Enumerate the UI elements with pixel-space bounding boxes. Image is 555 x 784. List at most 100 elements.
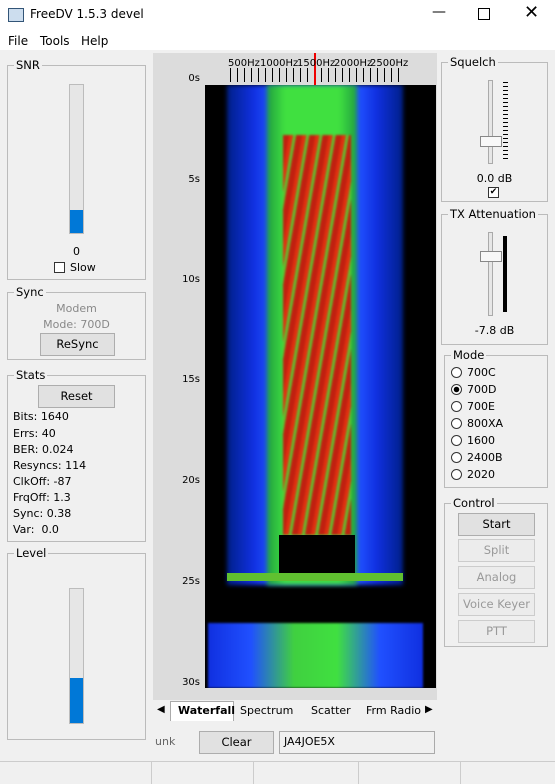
radio[interactable] <box>451 452 462 463</box>
start-button[interactable]: Start <box>458 513 535 536</box>
maximize[interactable] <box>478 8 490 20</box>
tx-box: TX Attenuation <box>441 207 548 345</box>
freq-ticks <box>230 68 405 82</box>
checkbox[interactable]: ✔ <box>488 187 499 198</box>
stat-line: BER: 0.024 <box>13 443 74 456</box>
radio[interactable] <box>451 435 462 446</box>
sync-status: Modem <box>56 302 97 315</box>
reset-button[interactable]: Reset <box>38 385 115 408</box>
tab-scroll-right[interactable]: ▶ <box>425 704 433 715</box>
group-title: Level <box>14 546 49 560</box>
menu-item[interactable]: File <box>8 34 29 48</box>
group-title: Control <box>451 496 497 510</box>
menu-item[interactable]: Tools <box>40 34 70 48</box>
status-separator <box>358 762 359 784</box>
freq-label: 2000Hz <box>334 58 373 69</box>
tab-active <box>170 701 234 721</box>
tab[interactable]: Frm Radio <box>366 704 421 717</box>
group-title: Stats <box>14 368 48 382</box>
split-button[interactable]: Split <box>458 539 535 562</box>
close[interactable]: ✕ <box>524 2 540 23</box>
time-label: 20s <box>182 475 200 486</box>
time-label: 30s <box>182 677 200 688</box>
snr-meter <box>69 84 84 234</box>
tab[interactable]: Spectrum <box>240 704 294 717</box>
time-label: 0s <box>188 73 200 84</box>
menu-bar <box>0 30 555 50</box>
stat-line: Resyncs: 114 <box>13 459 87 472</box>
time-label: 15s <box>182 374 200 385</box>
time-label: 25s <box>182 576 200 587</box>
slider-track <box>488 80 493 164</box>
radio-label: 2400B <box>467 451 503 464</box>
stats-box: Stats <box>7 368 146 542</box>
stat-line: Var: 0.0 <box>13 523 59 536</box>
voice-keyer-button[interactable]: Voice Keyer <box>458 593 535 616</box>
slider-thumb[interactable] <box>480 251 502 262</box>
checkbox[interactable] <box>54 262 65 273</box>
unk-label: unk <box>155 735 176 748</box>
level-meter <box>69 588 84 724</box>
radio-label: 2020 <box>467 468 495 481</box>
radio[interactable] <box>451 469 462 480</box>
signal-gap <box>279 535 355 575</box>
analog-button[interactable]: Analog <box>458 566 535 589</box>
tuning-marker <box>314 53 316 85</box>
tab[interactable]: Waterfall <box>178 704 236 717</box>
freq-label: 500Hz <box>228 58 260 69</box>
ptt-button[interactable]: PTT <box>458 620 535 643</box>
minimize[interactable]: — <box>432 4 446 20</box>
radio-label: 700D <box>467 383 497 396</box>
signal-band <box>283 135 351 535</box>
stat-line: Bits: 1640 <box>13 410 69 423</box>
level-box: Level <box>7 546 146 740</box>
status-separator <box>151 762 152 784</box>
stat-line: ClkOff: -87 <box>13 475 72 488</box>
stat-line: Errs: 40 <box>13 427 56 440</box>
group-title: Mode <box>451 348 487 362</box>
group-title: TX Attenuation <box>448 207 538 221</box>
freq-label: 2500Hz <box>370 58 409 69</box>
callsign-field[interactable]: JA4JOE5X <box>279 731 435 754</box>
time-label: 5s <box>188 174 200 185</box>
title-bar <box>0 0 555 30</box>
signal-edge <box>227 573 403 581</box>
slider-track <box>488 232 493 316</box>
radio-label: 1600 <box>467 434 495 447</box>
slider-ticks <box>503 82 508 160</box>
squelch-box: Squelch <box>441 55 548 202</box>
status-bar <box>0 761 555 762</box>
checkbox-label: Slow <box>70 261 96 274</box>
tab[interactable]: Scatter <box>311 704 351 717</box>
squelch-value: 0.0 dB <box>476 172 513 185</box>
radio-label: 700C <box>467 366 496 379</box>
time-label: 10s <box>182 274 200 285</box>
tx-value: -7.8 dB <box>474 324 515 337</box>
snr-value: 0 <box>73 245 80 258</box>
clear-button[interactable]: Clear <box>199 731 274 754</box>
sync-box: Sync <box>7 285 146 360</box>
menu-item[interactable]: Help <box>81 34 109 48</box>
sync-mode: Mode: 700D <box>43 318 110 331</box>
radio[interactable] <box>451 401 462 412</box>
app-icon <box>8 8 24 22</box>
snr-box: SNR <box>7 58 146 280</box>
group-title: SNR <box>14 58 42 72</box>
stat-line: Sync: 0.38 <box>13 507 72 520</box>
freq-label: 1500Hz <box>297 58 336 69</box>
signal-band <box>208 623 423 688</box>
group-title: Sync <box>14 285 46 299</box>
window-title: FreeDV 1.5.3 devel <box>30 7 144 21</box>
radio[interactable] <box>451 418 462 429</box>
tab-scroll-left[interactable]: ◀ <box>157 704 165 715</box>
radio-label: 700E <box>467 400 495 413</box>
freq-label: 1000Hz <box>260 58 299 69</box>
slider-thumb[interactable] <box>480 136 502 147</box>
control-box: Control <box>444 496 548 647</box>
waterfall-plot <box>205 85 436 688</box>
stat-line: FrqOff: 1.3 <box>13 491 71 504</box>
radio[interactable] <box>451 367 462 378</box>
radio-selected[interactable] <box>451 384 462 395</box>
resync-button[interactable]: ReSync <box>40 333 115 356</box>
